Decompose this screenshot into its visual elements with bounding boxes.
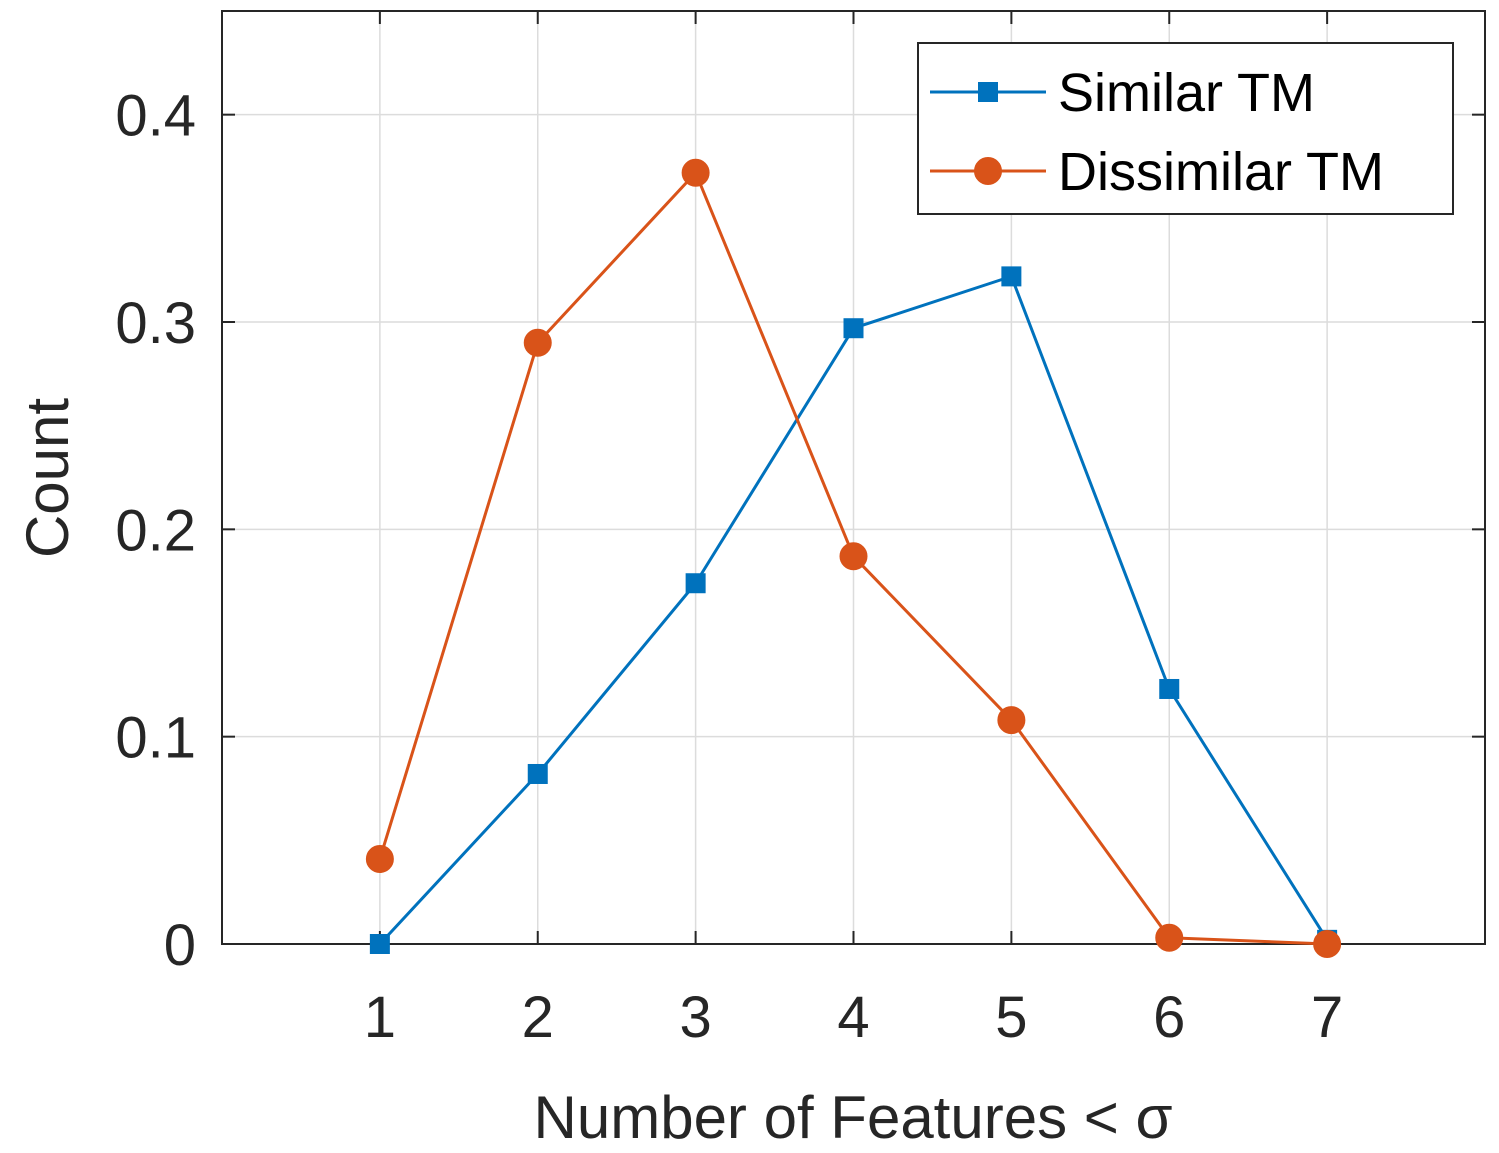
x-tick-label: 1 bbox=[364, 985, 396, 1050]
y-tick-label: 0.3 bbox=[115, 291, 196, 356]
x-tick-label: 4 bbox=[837, 985, 869, 1050]
y-tick-labels: 0 0.1 0.2 0.3 0.4 bbox=[115, 84, 196, 978]
circle-marker bbox=[997, 706, 1026, 735]
x-axis-label: Number of Features < σ bbox=[534, 1084, 1173, 1151]
x-tick-label: 5 bbox=[995, 985, 1027, 1050]
square-marker bbox=[843, 318, 864, 339]
x-tick-label: 6 bbox=[1153, 985, 1185, 1050]
legend: Similar TM Dissimilar TM bbox=[917, 42, 1454, 215]
circle-marker bbox=[839, 542, 868, 571]
square-marker bbox=[1001, 266, 1022, 287]
x-tick-labels: 1 2 3 4 5 6 7 bbox=[364, 985, 1344, 1050]
square-marker bbox=[685, 573, 706, 594]
circle-marker bbox=[681, 158, 710, 187]
legend-label: Dissimilar TM bbox=[1058, 142, 1384, 202]
square-marker bbox=[527, 763, 548, 784]
legend-circle-marker bbox=[974, 157, 1002, 185]
x-tick-label: 3 bbox=[679, 985, 711, 1050]
circle-marker bbox=[1313, 930, 1342, 958]
y-tick-label: 0 bbox=[164, 913, 196, 978]
series-dissimilar-tm bbox=[365, 158, 1342, 958]
y-axis-label: Count bbox=[14, 398, 81, 558]
square-marker bbox=[369, 934, 390, 954]
series-layer bbox=[365, 158, 1342, 958]
plot-frame bbox=[221, 10, 1486, 945]
x-tick-label: 7 bbox=[1311, 985, 1343, 1050]
legend-item: Dissimilar TM bbox=[930, 142, 1384, 202]
y-tick-label: 0.4 bbox=[115, 84, 196, 149]
square-marker bbox=[1159, 678, 1180, 699]
legend-square-marker bbox=[978, 82, 998, 102]
y-tick-label: 0.2 bbox=[115, 498, 196, 563]
y-tick-label: 0.1 bbox=[115, 706, 196, 771]
legend-item: Similar TM bbox=[930, 63, 1315, 123]
circle-marker bbox=[365, 844, 394, 873]
circle-marker bbox=[523, 328, 552, 357]
legend-box bbox=[917, 42, 1454, 215]
x-tick-label: 2 bbox=[522, 985, 554, 1050]
legend-label: Similar TM bbox=[1058, 63, 1315, 123]
circle-marker bbox=[1155, 923, 1184, 952]
